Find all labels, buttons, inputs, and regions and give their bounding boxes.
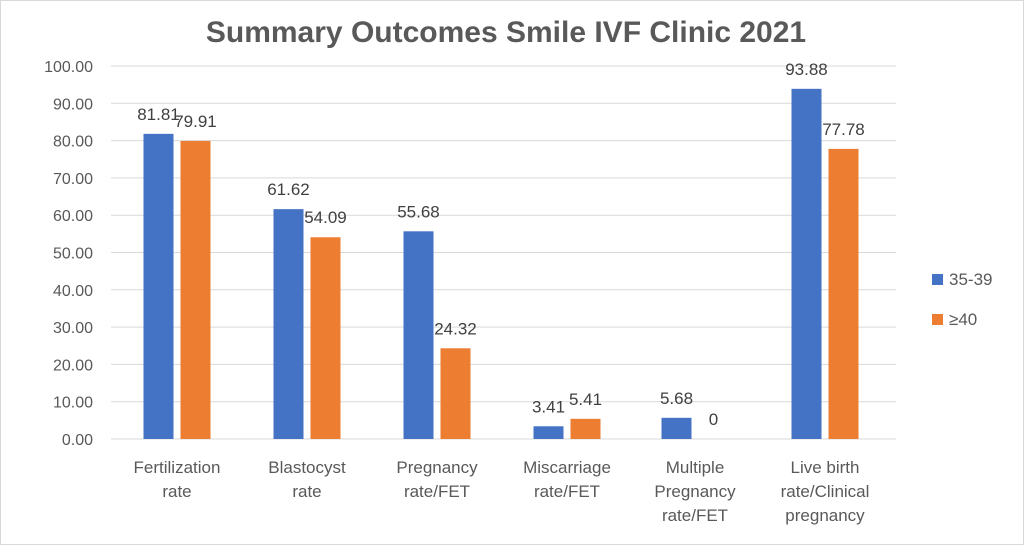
bar-35-39 xyxy=(661,417,692,439)
x-axis-categories: Fertilization rate Blastocyst rate Pregnancy… xyxy=(134,458,870,525)
y-tick-label: 70.00 xyxy=(53,171,93,188)
data-label: 79.91 xyxy=(174,112,217,131)
y-tick-label: 20.00 xyxy=(53,357,93,374)
legend: 35-39 ≥40 xyxy=(932,270,992,329)
bar-35-39 xyxy=(791,88,822,439)
data-label: 55.68 xyxy=(397,202,440,221)
data-labels: 81.81 61.62 55.68 3.41 5.68 93.88 79.91 54.09 24… xyxy=(137,60,865,429)
x-category-label: rate/Clinical xyxy=(781,482,870,501)
data-label: 54.09 xyxy=(304,208,347,227)
data-label: 61.62 xyxy=(267,180,310,199)
bar-≥40 xyxy=(180,140,211,439)
data-label: 24.32 xyxy=(434,319,477,338)
y-tick-label: 100.00 xyxy=(44,59,93,76)
bars xyxy=(143,88,859,439)
y-tick-label: 50.00 xyxy=(53,246,93,263)
data-label: 81.81 xyxy=(137,105,180,124)
x-category-label: Miscarriage xyxy=(523,458,611,477)
data-label: 0 xyxy=(709,410,718,429)
x-category-label: Blastocyst xyxy=(268,458,346,477)
y-tick-label: 10.00 xyxy=(53,395,93,412)
y-tick-label: 40.00 xyxy=(53,283,93,300)
x-category-label: rate xyxy=(292,482,321,501)
y-tick-label: 60.00 xyxy=(53,208,93,225)
x-category-label: rate/FET xyxy=(404,482,470,501)
data-label: 77.78 xyxy=(822,120,865,139)
y-tick-label: 80.00 xyxy=(53,134,93,151)
bar-35-39 xyxy=(273,209,304,439)
x-category-label: rate/FET xyxy=(662,506,728,525)
data-label: 93.88 xyxy=(785,60,828,79)
chart-title: Summary Outcomes Smile IVF Clinic 2021 xyxy=(206,16,806,49)
x-category-label: Live birth xyxy=(791,458,860,477)
legend-label: 35-39 xyxy=(949,270,992,289)
y-tick-label: 0.00 xyxy=(62,432,93,449)
x-category-label: pregnancy xyxy=(785,506,865,525)
bar-≥40 xyxy=(570,418,601,439)
data-label: 3.41 xyxy=(532,397,565,416)
x-category-label: rate/FET xyxy=(534,482,600,501)
y-tick-label: 90.00 xyxy=(53,96,93,113)
data-label: 5.68 xyxy=(660,389,693,408)
x-category-label: Pregnancy xyxy=(654,482,736,501)
bar-≥40 xyxy=(828,148,859,439)
y-tick-label: 30.00 xyxy=(53,320,93,337)
legend-label: ≥40 xyxy=(949,310,977,329)
bar-35-39 xyxy=(143,133,174,439)
data-label: 5.41 xyxy=(569,390,602,409)
gridlines xyxy=(111,65,896,440)
bar-35-39 xyxy=(403,231,434,439)
legend-swatch xyxy=(932,274,943,285)
bar-≥40 xyxy=(440,348,471,439)
bar-≥40 xyxy=(310,237,341,439)
x-category-label: Multiple xyxy=(666,458,725,477)
x-category-label: Pregnancy xyxy=(396,458,478,477)
x-category-label: rate xyxy=(162,482,191,501)
bar-35-39 xyxy=(533,426,564,439)
legend-swatch xyxy=(932,314,943,325)
x-category-label: Fertilization xyxy=(134,458,221,477)
y-axis-ticks: 0.00 10.00 20.00 30.00 40.00 50.00 60.00 70.00 8… xyxy=(44,59,93,449)
